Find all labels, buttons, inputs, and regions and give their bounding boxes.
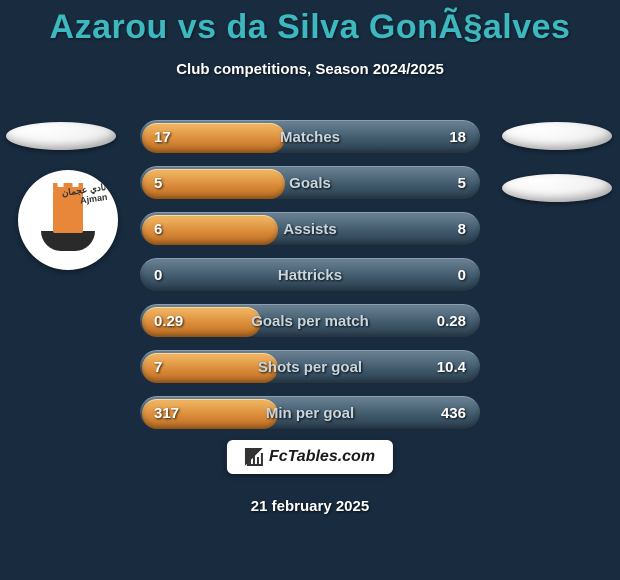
player-left-avatar-placeholder xyxy=(6,122,116,150)
stat-value-right: 5 xyxy=(426,175,466,192)
stat-value-right: 0 xyxy=(426,267,466,284)
player-right-avatar-placeholder-1 xyxy=(502,122,612,150)
fctables-label: FcTables.com xyxy=(269,448,375,466)
fctables-watermark: FcTables.com xyxy=(227,440,393,474)
stat-value-right: 0.28 xyxy=(426,313,466,330)
stat-row: 0.29Goals per match0.28 xyxy=(140,304,480,338)
stat-value-right: 8 xyxy=(426,221,466,238)
stat-value-right: 10.4 xyxy=(426,359,466,376)
page-title: Azarou vs da Silva GonÃ§alves xyxy=(0,0,620,47)
stat-row: 0Hattricks0 xyxy=(140,258,480,292)
stat-row: 5Goals5 xyxy=(140,166,480,200)
stat-row: 317Min per goal436 xyxy=(140,396,480,430)
stat-row: 6Assists8 xyxy=(140,212,480,246)
club-logo-base xyxy=(41,231,95,251)
club-logo: نادي عجمان Ajman xyxy=(18,170,118,270)
player-right-avatar-placeholder-2 xyxy=(502,174,612,202)
subtitle: Club competitions, Season 2024/2025 xyxy=(0,61,620,78)
stats-container: 17Matches18 5Goals5 6Assists8 0Hattricks0 0.… xyxy=(140,120,480,442)
stat-value-right: 18 xyxy=(426,129,466,146)
stat-row: 7Shots per goal10.4 xyxy=(140,350,480,384)
date-label: 21 february 2025 xyxy=(0,498,620,515)
fctables-chart-icon xyxy=(245,448,263,466)
stat-value-right: 436 xyxy=(426,405,466,422)
stat-row: 17Matches18 xyxy=(140,120,480,154)
